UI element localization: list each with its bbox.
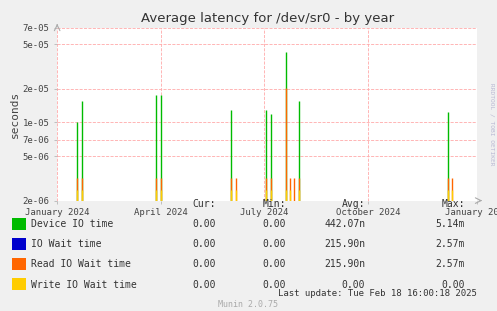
Text: 0.00: 0.00	[193, 219, 216, 229]
Text: Device IO time: Device IO time	[31, 219, 113, 229]
Text: Read IO Wait time: Read IO Wait time	[31, 259, 131, 269]
Text: Min:: Min:	[262, 199, 286, 209]
Text: Munin 2.0.75: Munin 2.0.75	[219, 300, 278, 309]
Title: Average latency for /dev/sr0 - by year: Average latency for /dev/sr0 - by year	[141, 12, 394, 26]
Text: IO Wait time: IO Wait time	[31, 239, 101, 249]
Y-axis label: seconds: seconds	[10, 91, 20, 138]
Text: 5.14m: 5.14m	[435, 219, 465, 229]
Text: 0.00: 0.00	[262, 259, 286, 269]
Text: Write IO Wait time: Write IO Wait time	[31, 280, 137, 290]
Text: 2.57m: 2.57m	[435, 239, 465, 249]
Text: Avg:: Avg:	[342, 199, 365, 209]
Text: 442.07n: 442.07n	[324, 219, 365, 229]
Text: Last update: Tue Feb 18 16:00:18 2025: Last update: Tue Feb 18 16:00:18 2025	[278, 289, 477, 298]
Text: Max:: Max:	[441, 199, 465, 209]
Text: 2.57m: 2.57m	[435, 259, 465, 269]
Text: Cur:: Cur:	[193, 199, 216, 209]
Text: 0.00: 0.00	[193, 259, 216, 269]
Text: 0.00: 0.00	[262, 219, 286, 229]
Text: RRDTOOL / TOBI OETIKER: RRDTOOL / TOBI OETIKER	[490, 83, 495, 166]
Text: 0.00: 0.00	[342, 280, 365, 290]
Text: 0.00: 0.00	[262, 239, 286, 249]
Text: 215.90n: 215.90n	[324, 259, 365, 269]
Text: 0.00: 0.00	[193, 239, 216, 249]
Text: 0.00: 0.00	[193, 280, 216, 290]
Text: 215.90n: 215.90n	[324, 239, 365, 249]
Text: 0.00: 0.00	[262, 280, 286, 290]
Text: 0.00: 0.00	[441, 280, 465, 290]
